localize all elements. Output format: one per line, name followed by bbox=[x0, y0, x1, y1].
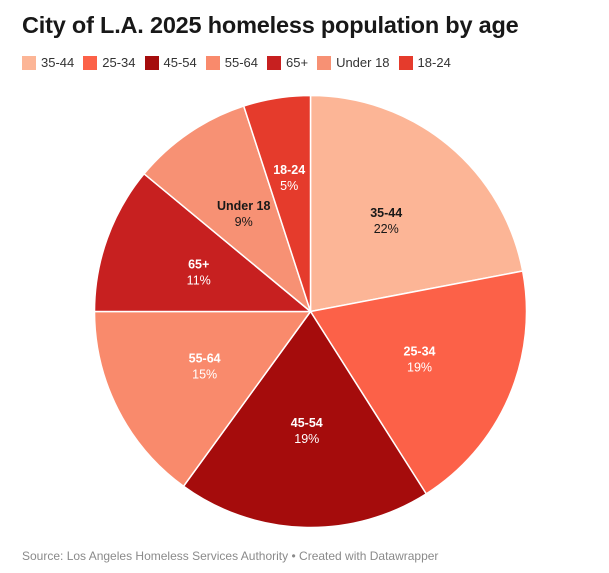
legend-item-55-64: 55-64 bbox=[205, 55, 258, 70]
chart-legend: 35-44 25-34 45-54 55-64 65+ Under 18 18-24 bbox=[22, 55, 460, 70]
slice-category-label: 55-64 bbox=[189, 351, 221, 365]
slice-value-label: 15% bbox=[192, 367, 217, 381]
slice-value-label: 5% bbox=[280, 179, 298, 193]
slice-label-under-18: Under 18 9% bbox=[217, 199, 271, 229]
slice-category-label: 25-34 bbox=[404, 345, 436, 359]
legend-swatch bbox=[317, 55, 332, 70]
chart-footer: Source: Los Angeles Homeless Services Au… bbox=[22, 549, 438, 563]
legend-label: 35-44 bbox=[41, 55, 75, 70]
slice-category-label: 65+ bbox=[188, 257, 209, 271]
slice-label-18-24: 18-24 5% bbox=[273, 163, 305, 193]
legend-label: Under 18 bbox=[336, 55, 390, 70]
legend-item-18-24: 18-24 bbox=[398, 55, 451, 70]
credit-note: Created with Datawrapper bbox=[299, 549, 439, 563]
slice-category-label: 35-44 bbox=[370, 206, 402, 220]
pie-slice-under-18 bbox=[143, 105, 313, 314]
legend-label: 18-24 bbox=[417, 55, 451, 70]
pie-slice-45-54 bbox=[182, 310, 428, 529]
slice-label-35-44: 35-44 22% bbox=[370, 206, 402, 236]
legend-swatch bbox=[83, 55, 98, 70]
legend-item-25-34: 25-34 bbox=[83, 55, 136, 70]
slice-label-55-64: 55-64 15% bbox=[189, 351, 221, 381]
pie-chart: 35-4422%25-3419%45-5419%55-6415%65+11%Un… bbox=[93, 94, 528, 529]
slice-value-label: 11% bbox=[187, 273, 211, 287]
legend-label: 55-64 bbox=[224, 55, 258, 70]
slice-category-label: Under 18 bbox=[217, 199, 271, 213]
footer-separator: • bbox=[291, 549, 296, 563]
legend-item-45-54: 45-54 bbox=[144, 55, 197, 70]
legend-swatch bbox=[205, 55, 220, 70]
legend-item-under-18: Under 18 bbox=[317, 55, 390, 70]
slice-label-65: 65+11% bbox=[187, 257, 211, 287]
slice-value-label: 19% bbox=[407, 361, 432, 375]
slice-value-label: 9% bbox=[235, 215, 253, 229]
pie-slice-65 bbox=[93, 172, 313, 313]
pie-slice-18-24 bbox=[242, 94, 312, 312]
legend-item-65: 65+ bbox=[267, 55, 308, 70]
legend-swatch bbox=[144, 55, 159, 70]
source-note: Source: Los Angeles Homeless Services Au… bbox=[22, 549, 289, 563]
slice-value-label: 22% bbox=[374, 222, 399, 236]
pie-slice-35-44 bbox=[309, 94, 524, 313]
legend-swatch bbox=[267, 55, 281, 70]
legend-swatch bbox=[22, 55, 36, 70]
legend-swatch bbox=[398, 55, 413, 70]
legend-label: 25-34 bbox=[102, 55, 136, 70]
legend-label: 65+ bbox=[286, 55, 309, 70]
legend-item-35-44: 35-44 bbox=[22, 55, 74, 70]
pie-slice-55-64 bbox=[93, 310, 312, 488]
slice-label-25-34: 25-34 19% bbox=[404, 345, 436, 375]
slice-label-45-54: 45-54 19% bbox=[291, 416, 323, 446]
chart-title: City of L.A. 2025 homeless population by… bbox=[22, 12, 519, 38]
slice-category-label: 18-24 bbox=[273, 163, 305, 177]
slice-category-label: 45-54 bbox=[291, 416, 323, 430]
legend-label: 45-54 bbox=[163, 55, 197, 70]
pie-slice-25-34 bbox=[309, 270, 528, 495]
slice-value-label: 19% bbox=[294, 432, 319, 446]
